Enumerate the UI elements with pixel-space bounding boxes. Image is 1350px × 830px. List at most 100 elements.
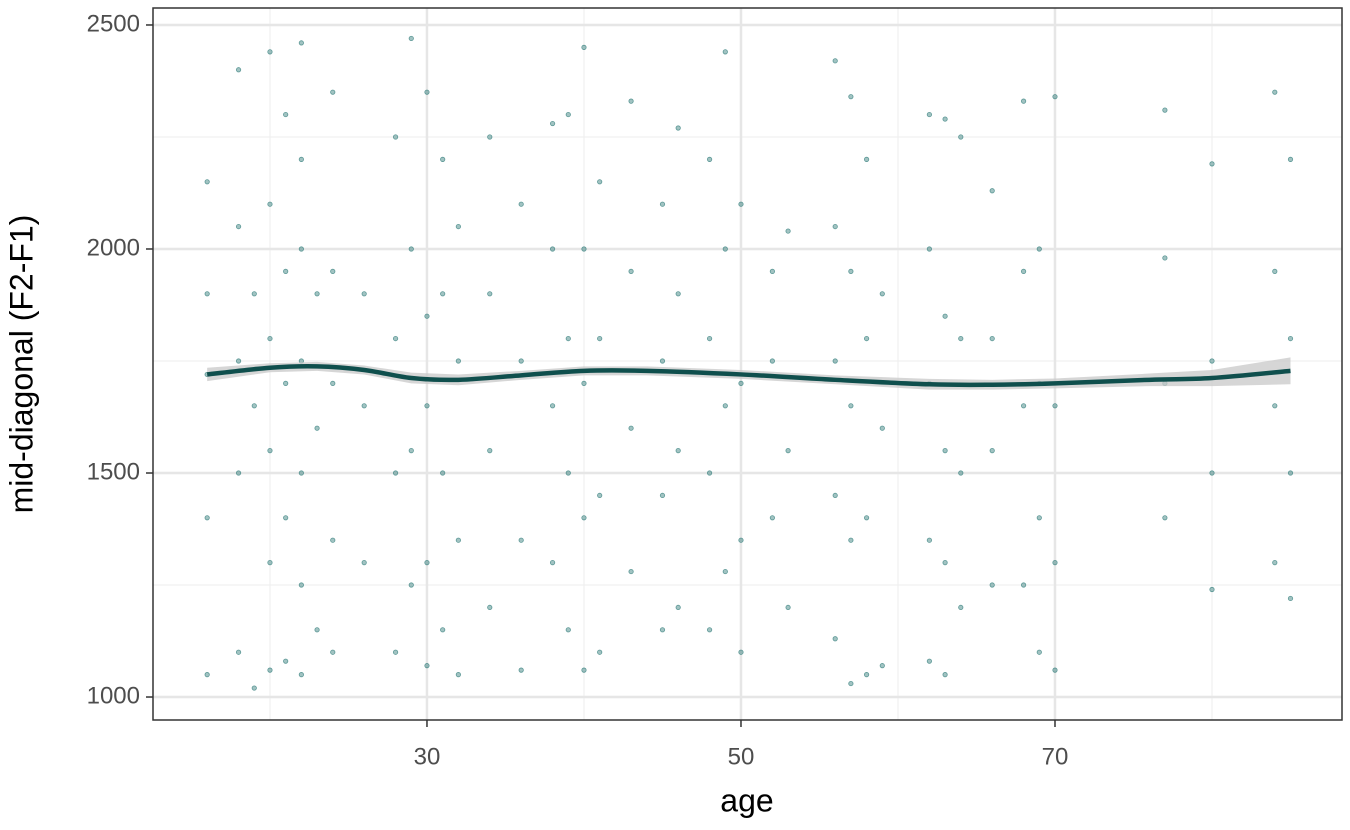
point (565, 470, 571, 476)
point (455, 358, 461, 364)
point (1036, 515, 1042, 521)
point (832, 492, 838, 499)
point (706, 470, 713, 476)
point (549, 120, 556, 127)
point (314, 627, 320, 633)
point (565, 335, 571, 342)
point (267, 335, 273, 342)
point (1052, 94, 1058, 100)
point (738, 201, 744, 207)
point (738, 380, 744, 386)
point (518, 201, 524, 207)
point (706, 335, 713, 342)
grid (153, 8, 1342, 720)
point (989, 582, 995, 588)
point (204, 515, 210, 521)
point (424, 663, 430, 669)
point (659, 627, 666, 633)
point (942, 560, 948, 566)
point (926, 537, 932, 543)
point (330, 89, 336, 95)
point (549, 246, 556, 252)
point (832, 358, 838, 364)
point (863, 156, 870, 162)
point (738, 537, 744, 543)
point (424, 560, 430, 566)
point (283, 515, 289, 521)
x-tick-label: 30 (414, 743, 441, 770)
point (251, 291, 257, 297)
point (392, 470, 399, 476)
point (832, 636, 838, 642)
point (848, 680, 854, 687)
point (298, 40, 304, 46)
point (1272, 403, 1278, 409)
point (628, 268, 634, 274)
point (1272, 268, 1278, 274)
point (958, 604, 964, 611)
point (267, 49, 273, 55)
point (1287, 470, 1294, 476)
point (989, 335, 995, 342)
point (769, 268, 775, 274)
point (1020, 403, 1027, 409)
point (1052, 403, 1058, 409)
point (879, 291, 885, 297)
point (267, 667, 273, 673)
point (408, 448, 414, 454)
point (392, 649, 399, 655)
point (738, 649, 744, 655)
point (597, 179, 603, 185)
point (330, 380, 336, 386)
point (879, 663, 885, 669)
point (204, 672, 210, 678)
point (424, 89, 430, 95)
point (392, 335, 399, 342)
point (518, 358, 524, 364)
point (581, 667, 587, 673)
point (235, 358, 242, 364)
point (769, 515, 775, 521)
y-tick-label: 1000 (87, 682, 140, 709)
point (424, 313, 430, 319)
panel-border (152, 7, 1343, 721)
point (848, 403, 854, 409)
point (628, 98, 634, 104)
point (204, 291, 210, 297)
point (581, 44, 587, 50)
point (267, 560, 273, 566)
point (251, 403, 257, 409)
point (487, 604, 493, 611)
x-tick-label: 50 (728, 743, 755, 770)
point (361, 560, 367, 566)
point (298, 672, 304, 678)
point (251, 685, 257, 691)
point (675, 604, 681, 611)
point (597, 649, 603, 655)
point (942, 116, 948, 122)
point (706, 156, 713, 162)
point (1209, 586, 1215, 593)
point (408, 582, 414, 588)
point (440, 291, 446, 297)
point (926, 658, 932, 664)
point (408, 246, 414, 252)
point (298, 582, 304, 588)
point (675, 448, 681, 454)
point (330, 537, 336, 543)
point (848, 537, 854, 543)
point (769, 358, 775, 364)
point (926, 246, 932, 252)
point (235, 649, 242, 655)
point (722, 49, 728, 55)
point (848, 268, 854, 274)
point (879, 425, 885, 431)
point (785, 604, 791, 611)
point (549, 560, 556, 566)
point (1272, 560, 1278, 566)
point (565, 111, 571, 118)
y-tick-label: 2000 (87, 234, 140, 261)
point (235, 470, 242, 476)
